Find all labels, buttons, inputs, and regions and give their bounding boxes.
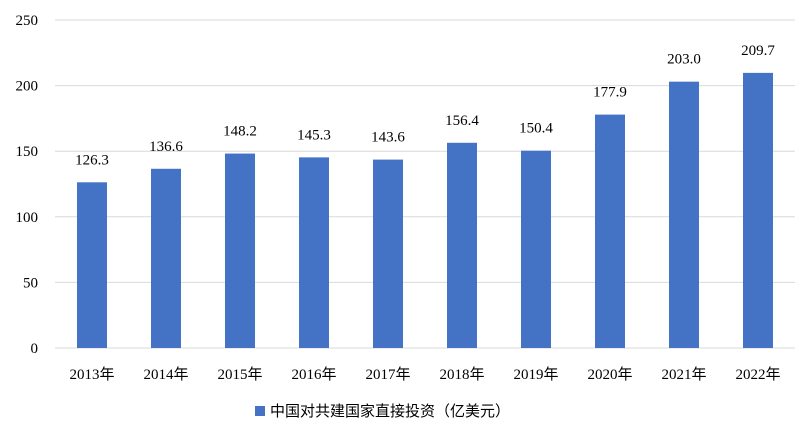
- data-label: 150.4: [519, 121, 553, 137]
- data-label: 209.7: [741, 43, 775, 59]
- bar: [373, 159, 403, 348]
- legend-label: 中国对共建国家直接投资（亿美元）: [270, 403, 510, 420]
- data-label: 148.2: [223, 124, 257, 140]
- bar: [595, 114, 625, 348]
- x-tick-label: 2018年: [439, 366, 484, 383]
- x-tick-label: 2019年: [513, 366, 558, 383]
- y-tick-label: 0: [31, 341, 39, 357]
- y-tick-label: 200: [16, 79, 39, 95]
- bar: [299, 157, 329, 348]
- data-label: 156.4: [445, 113, 479, 129]
- x-tick-label: 2020年: [587, 366, 632, 383]
- legend-swatch: [255, 406, 265, 416]
- data-label: 143.6: [371, 130, 405, 146]
- data-label: 136.6: [149, 139, 183, 155]
- y-tick-label: 100: [16, 210, 39, 226]
- bar: [225, 153, 255, 348]
- bar: [151, 168, 181, 348]
- y-tick-label: 250: [16, 13, 39, 29]
- bar: [669, 81, 699, 348]
- bar: [77, 182, 107, 348]
- data-labels: 126.3 136.6 148.2 145.3 143.6 156.4 150.4 177.9…: [75, 43, 775, 168]
- data-label: 177.9: [593, 85, 627, 101]
- y-tick-label: 150: [16, 144, 39, 160]
- bar: [743, 72, 773, 348]
- bar: [521, 150, 551, 348]
- data-label: 203.0: [667, 52, 701, 68]
- x-tick-label: 2015年: [217, 366, 262, 383]
- y-tick-label: 50: [23, 275, 38, 291]
- x-tick-label: 2022年: [735, 366, 780, 383]
- x-tick-label: 2017年: [365, 366, 410, 383]
- bar: [447, 142, 477, 348]
- x-axis: 2013年 2014年 2015年 2016年 2017年 2018年 2019年 2020年…: [69, 366, 780, 383]
- y-axis: 0 50 100 150 200 250: [16, 13, 39, 357]
- x-tick-label: 2016年: [291, 366, 336, 383]
- x-tick-label: 2013年: [69, 366, 114, 383]
- x-tick-label: 2021年: [661, 366, 706, 383]
- bars: [77, 72, 773, 348]
- data-label: 145.3: [297, 127, 331, 143]
- legend: 中国对共建国家直接投资（亿美元）: [255, 403, 510, 420]
- x-tick-label: 2014年: [143, 366, 188, 383]
- data-label: 126.3: [75, 152, 109, 168]
